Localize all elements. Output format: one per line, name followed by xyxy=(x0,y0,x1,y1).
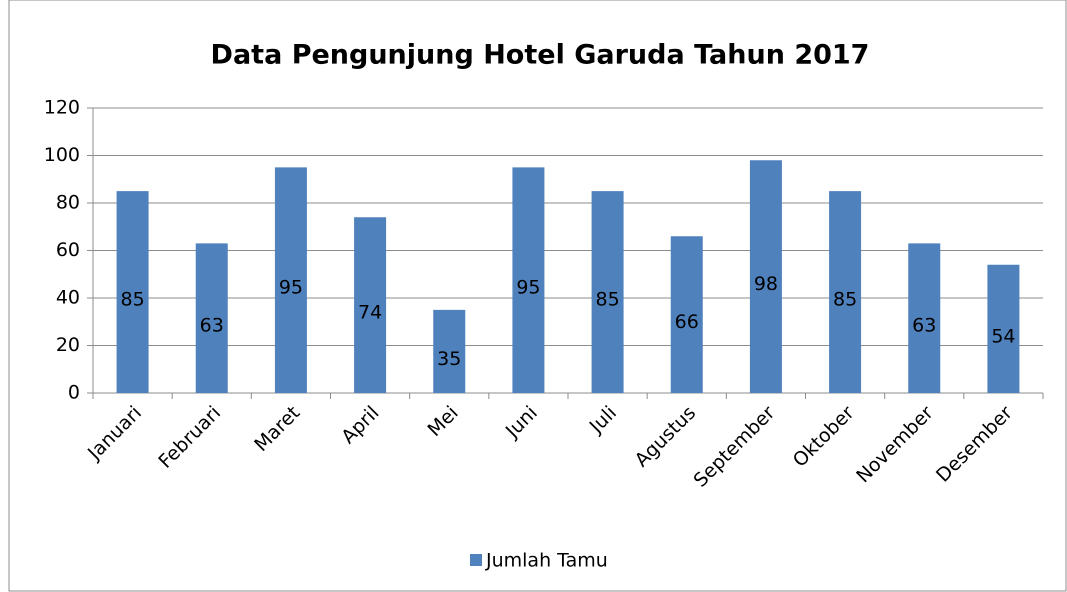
data-label: 54 xyxy=(991,325,1015,347)
legend-swatch xyxy=(470,554,482,566)
data-label: 95 xyxy=(279,277,303,299)
legend-label: Jumlah Tamu xyxy=(485,550,608,572)
y-tick-label: 120 xyxy=(44,97,80,119)
data-label: 85 xyxy=(833,289,857,311)
y-tick-label: 20 xyxy=(56,334,80,356)
chart: Data Pengunjung Hotel Garuda Tahun 2017 … xyxy=(0,0,1067,592)
y-tick-label: 60 xyxy=(56,239,80,261)
data-label: 85 xyxy=(595,289,619,311)
y-tick-label: 80 xyxy=(56,192,80,214)
chart-title: Data Pengunjung Hotel Garuda Tahun 2017 xyxy=(211,40,870,71)
data-label: 85 xyxy=(120,289,144,311)
data-label: 74 xyxy=(358,302,382,324)
data-label: 35 xyxy=(437,348,461,370)
data-label: 63 xyxy=(200,315,224,337)
y-tick-label: 0 xyxy=(68,382,80,404)
data-label: 95 xyxy=(516,277,540,299)
y-tick-label: 100 xyxy=(44,144,80,166)
data-label: 98 xyxy=(754,273,778,295)
y-tick-label: 40 xyxy=(56,287,80,309)
page: Data Pengunjung Hotel Garuda Tahun 2017 … xyxy=(0,0,1067,592)
data-label: 66 xyxy=(675,311,699,333)
data-label: 63 xyxy=(912,315,936,337)
